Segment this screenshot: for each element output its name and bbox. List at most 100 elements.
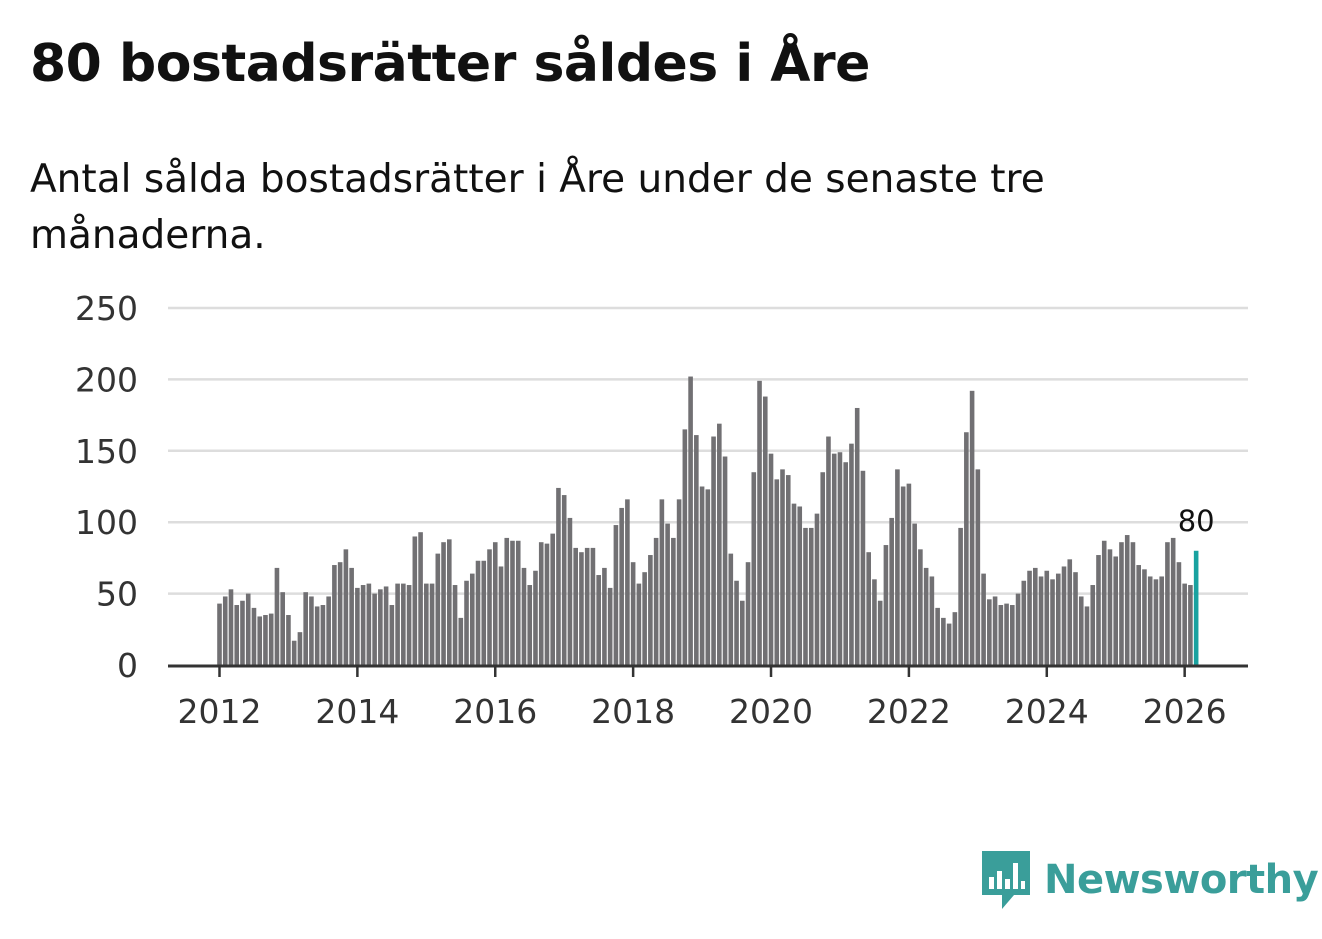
bar: [1078, 596, 1084, 665]
bar: [837, 452, 843, 665]
bar: [355, 587, 360, 665]
newsworthy-brand[interactable]: Newsworthy: [980, 848, 1319, 912]
bar: [228, 589, 234, 665]
bar: [682, 429, 688, 665]
bar: [475, 560, 481, 665]
bar: [659, 499, 665, 665]
bar: [349, 567, 354, 665]
bar: [900, 486, 906, 665]
bar: [866, 552, 871, 665]
bar: [992, 596, 998, 665]
bar: [1142, 569, 1147, 665]
bar: [573, 547, 578, 665]
bar: [1084, 606, 1090, 665]
x-tick-label: 2026: [1143, 692, 1227, 731]
x-tick-label: 2020: [729, 692, 813, 731]
bar: [854, 407, 860, 665]
bar: [1010, 605, 1015, 665]
x-tick-label: 2018: [591, 692, 675, 731]
bar: [418, 532, 423, 665]
y-tick-label: 100: [75, 503, 138, 542]
bar: [872, 579, 877, 665]
bar: [280, 592, 285, 665]
bar: [1050, 579, 1055, 665]
bar: [602, 567, 607, 665]
bar: [883, 545, 889, 665]
bar: [286, 615, 291, 665]
bar: [831, 453, 837, 665]
bar: [1032, 567, 1038, 665]
bar: [895, 469, 900, 665]
bar: [705, 489, 711, 665]
bar: [245, 593, 251, 665]
bar: [343, 549, 349, 665]
bar: [1090, 585, 1096, 665]
bar: [625, 499, 630, 665]
bar: [935, 607, 940, 665]
bar: [596, 575, 601, 665]
bar: [762, 396, 768, 665]
bar: [240, 600, 245, 665]
bar: [711, 436, 716, 665]
bar: [877, 600, 883, 665]
bar: [579, 552, 584, 665]
bar: [912, 523, 917, 665]
bar: [688, 376, 693, 665]
bar: [1101, 540, 1107, 665]
bar: [751, 472, 757, 665]
bar: [803, 527, 808, 665]
bar: [1119, 542, 1124, 665]
bar: [699, 486, 705, 665]
bar: [918, 549, 923, 665]
x-axis-ticks: 2012 2014 2016 2018 2020 2022 2024 2026: [178, 666, 1227, 731]
x-tick-label: 2016: [453, 692, 537, 731]
bar: [1027, 570, 1032, 665]
bar: [1044, 570, 1050, 665]
bar: [447, 539, 452, 665]
bar: [1147, 576, 1153, 665]
bar: [389, 605, 395, 665]
bar: [630, 562, 636, 665]
bar: [1130, 542, 1136, 665]
bar: [533, 570, 538, 665]
bar: [1096, 555, 1101, 665]
bar: [521, 567, 527, 665]
bar: [401, 583, 406, 665]
bar: [728, 553, 734, 665]
bar: [1124, 535, 1130, 665]
bar: [671, 537, 676, 665]
bar: [975, 469, 981, 665]
bar: [251, 607, 257, 665]
bar: [613, 525, 619, 665]
bar: [257, 616, 263, 665]
bar: [889, 517, 894, 665]
bar: [998, 605, 1004, 665]
bar: [648, 555, 653, 665]
bar: [538, 542, 544, 665]
y-tick-label: 250: [75, 289, 138, 328]
latest-value-label: 80: [1178, 504, 1215, 538]
bar: [964, 432, 969, 665]
bar: [642, 572, 647, 665]
bar: [768, 453, 774, 665]
bar: [291, 640, 297, 665]
bar: [849, 443, 854, 665]
bar: [665, 523, 670, 665]
bar: [814, 513, 820, 665]
x-tick-label: 2014: [315, 692, 399, 731]
bar: [309, 596, 314, 665]
bar: [969, 390, 975, 665]
bar: [550, 533, 556, 665]
bar: [1073, 572, 1078, 665]
bar: [1038, 576, 1044, 665]
bar: [717, 423, 722, 665]
bar: [424, 583, 429, 665]
bar: [1107, 549, 1113, 665]
bar: [487, 549, 492, 665]
bar: [498, 566, 504, 665]
bar: [820, 472, 826, 665]
bar: [337, 562, 343, 665]
bar: [556, 487, 561, 665]
bar: [952, 612, 958, 665]
bar: [808, 527, 814, 665]
